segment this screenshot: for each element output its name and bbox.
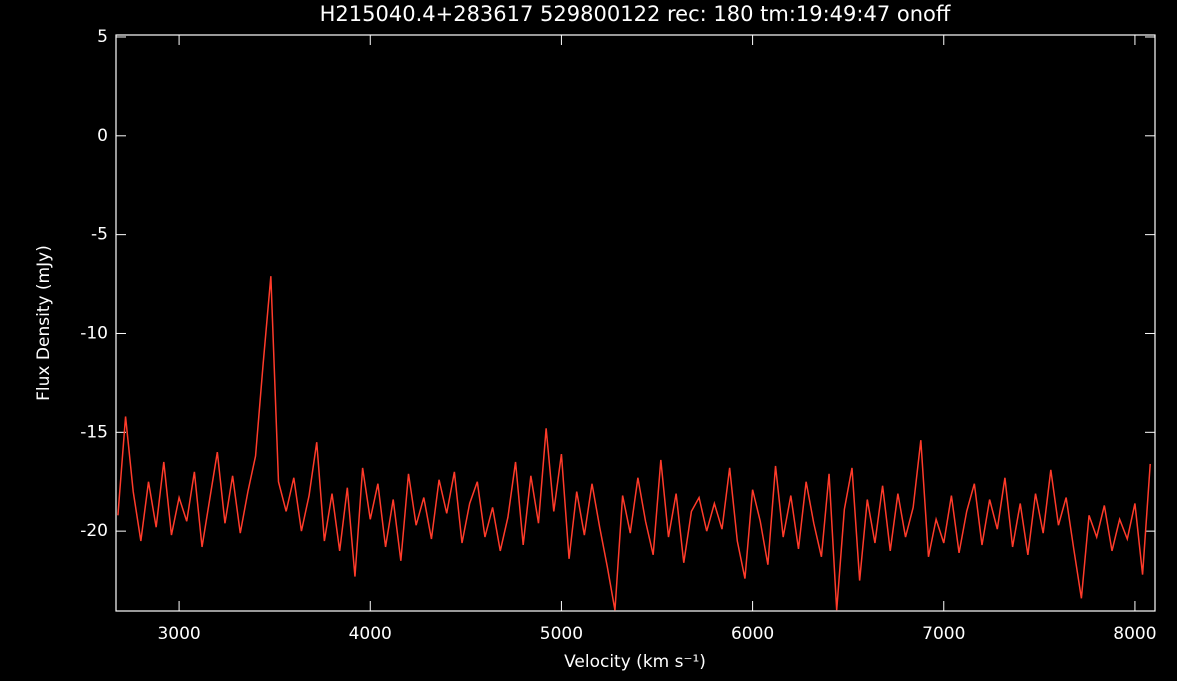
- y-tick-label: 0: [97, 126, 108, 146]
- y-tick-label: -15: [80, 422, 108, 442]
- y-tick-label: -10: [80, 323, 108, 343]
- x-tick-label: 5000: [540, 624, 583, 644]
- y-tick-label: -5: [91, 225, 108, 245]
- x-tick-label: 4000: [349, 624, 392, 644]
- x-tick-label: 8000: [1113, 624, 1156, 644]
- chart-title: H215040.4+283617 529800122 rec: 180 tm:1…: [320, 2, 951, 26]
- plot-frame: [115, 34, 1156, 612]
- x-axis-label: Velocity (km s⁻¹): [564, 652, 706, 672]
- x-tick-label: 7000: [922, 624, 965, 644]
- y-axis-label: Flux Density (mJy): [34, 245, 54, 401]
- spectrum-line: [117, 276, 1151, 611]
- y-tick-label: 5: [97, 27, 108, 47]
- x-tick-label: 6000: [731, 624, 774, 644]
- x-tick-label: 3000: [157, 624, 200, 644]
- y-tick-label: -20: [80, 521, 108, 541]
